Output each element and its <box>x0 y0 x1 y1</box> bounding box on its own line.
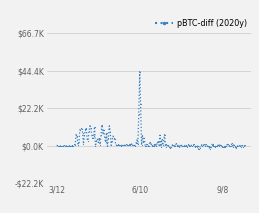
Legend: pBTC-diff (2020y): pBTC-diff (2020y) <box>155 19 247 28</box>
